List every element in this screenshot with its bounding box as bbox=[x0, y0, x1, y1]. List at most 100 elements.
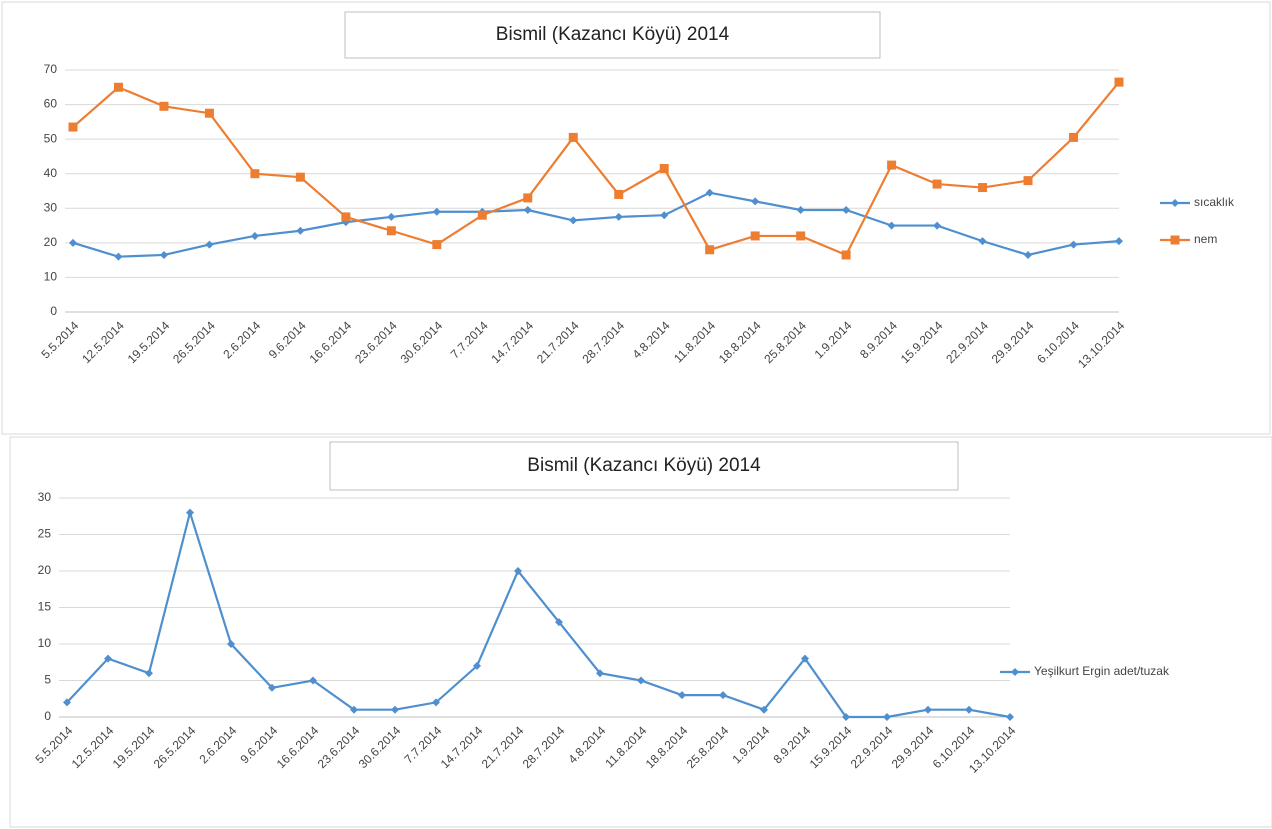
x-tick-label: 29.9.2014 bbox=[989, 318, 1037, 366]
point bbox=[69, 238, 77, 247]
point bbox=[841, 250, 851, 260]
y-tick-label: 50 bbox=[44, 131, 58, 145]
x-tick-label: 4.8.2014 bbox=[630, 318, 673, 361]
legend-label: sıcaklık bbox=[1194, 195, 1235, 209]
point bbox=[387, 212, 396, 221]
y-tick-label: 70 bbox=[44, 62, 58, 76]
point bbox=[883, 713, 891, 721]
legend-box: sıcaklık bbox=[1194, 195, 1235, 209]
legend-label: nem bbox=[1194, 232, 1218, 246]
x-tick-label: 15.9.2014 bbox=[807, 723, 855, 771]
y-tick-label: 10 bbox=[38, 636, 52, 650]
chart-title: Bismil (Kazancı Köyü) 2014 bbox=[527, 455, 761, 476]
x-tick-label: 2.6.2014 bbox=[220, 318, 263, 361]
point bbox=[1069, 240, 1078, 249]
point bbox=[204, 108, 214, 118]
x-tick-label: 14.7.2014 bbox=[438, 723, 486, 771]
x-tick-label: 30.6.2014 bbox=[356, 723, 404, 771]
y-tick-label: 10 bbox=[44, 270, 58, 284]
legend-label: Yeşilkurt Ergin adet/tuzak bbox=[1034, 664, 1169, 678]
point bbox=[932, 179, 942, 189]
point bbox=[227, 640, 235, 648]
point bbox=[523, 193, 533, 203]
x-tick-label: 12.5.2014 bbox=[79, 318, 127, 366]
point bbox=[309, 676, 317, 685]
point bbox=[660, 211, 669, 220]
point bbox=[596, 669, 604, 678]
point bbox=[186, 508, 194, 517]
x-tick-label: 16.6.2014 bbox=[274, 723, 322, 771]
x-tick-label: 22.9.2014 bbox=[848, 723, 896, 771]
x-tick-label: 21.7.2014 bbox=[534, 318, 582, 366]
point bbox=[159, 250, 168, 259]
legend-box: nem bbox=[1194, 232, 1218, 246]
point bbox=[965, 705, 973, 714]
y-tick-label: 40 bbox=[44, 166, 58, 180]
x-tick-label: 30.6.2014 bbox=[398, 318, 446, 366]
y-tick-label: 0 bbox=[50, 304, 57, 318]
point bbox=[296, 226, 305, 235]
point bbox=[705, 188, 714, 197]
x-tick-label: 7.7.2014 bbox=[448, 318, 491, 361]
point bbox=[614, 189, 624, 199]
point bbox=[68, 122, 78, 132]
point bbox=[760, 705, 768, 714]
x-tick-label: 6.10.2014 bbox=[1034, 318, 1082, 366]
x-tick-label: 18.8.2014 bbox=[643, 723, 691, 771]
point bbox=[473, 661, 481, 670]
x-tick-label: 25.8.2014 bbox=[761, 318, 809, 366]
point bbox=[477, 210, 487, 220]
title-box bbox=[344, 11, 881, 59]
x-tick-label: 19.5.2014 bbox=[125, 318, 173, 366]
point bbox=[614, 212, 623, 221]
legend-marker bbox=[1171, 199, 1179, 207]
chart-frame bbox=[9, 436, 1272, 828]
x-tick-label: 8.9.2014 bbox=[857, 318, 900, 361]
point bbox=[568, 132, 578, 142]
x-tick-label: 18.8.2014 bbox=[716, 318, 764, 366]
point bbox=[341, 212, 351, 222]
legend-marker bbox=[1011, 668, 1019, 676]
y-tick-label: 5 bbox=[44, 673, 51, 687]
point bbox=[569, 216, 578, 225]
point bbox=[1023, 176, 1033, 186]
point bbox=[205, 240, 214, 249]
point bbox=[924, 705, 932, 714]
point bbox=[978, 183, 988, 193]
x-tick-label: 21.7.2014 bbox=[479, 723, 527, 771]
point bbox=[432, 240, 442, 250]
point bbox=[842, 713, 850, 721]
point bbox=[1114, 77, 1124, 87]
x-tick-label: 19.5.2014 bbox=[110, 723, 158, 771]
point bbox=[933, 221, 942, 230]
x-tick-label: 29.9.2014 bbox=[889, 723, 937, 771]
point bbox=[268, 683, 276, 692]
series-line bbox=[66, 508, 1011, 719]
point bbox=[523, 206, 532, 215]
x-tick-label: 26.5.2014 bbox=[151, 723, 199, 771]
point bbox=[432, 698, 440, 707]
point bbox=[887, 221, 896, 230]
x-tick-label: 11.8.2014 bbox=[671, 318, 718, 365]
point bbox=[796, 231, 806, 241]
point bbox=[159, 101, 169, 111]
x-tick-label: 14.7.2014 bbox=[488, 318, 536, 366]
point bbox=[391, 705, 399, 714]
point bbox=[719, 691, 727, 700]
y-tick-label: 20 bbox=[38, 563, 52, 577]
x-tick-label: 11.8.2014 bbox=[602, 723, 649, 770]
x-tick-label: 12.5.2014 bbox=[69, 723, 117, 771]
point bbox=[114, 252, 123, 261]
point bbox=[295, 172, 305, 182]
x-tick-label: 26.5.2014 bbox=[170, 318, 218, 366]
x-tick-label: 28.7.2014 bbox=[579, 318, 627, 366]
point bbox=[750, 231, 760, 241]
x-tick-label: 1.9.2014 bbox=[729, 723, 772, 766]
y-tick-label: 20 bbox=[44, 235, 58, 249]
point bbox=[705, 245, 715, 255]
y-tick-label: 15 bbox=[38, 600, 52, 614]
y-tick-label: 60 bbox=[44, 97, 58, 111]
point bbox=[801, 654, 809, 663]
point bbox=[350, 705, 358, 714]
